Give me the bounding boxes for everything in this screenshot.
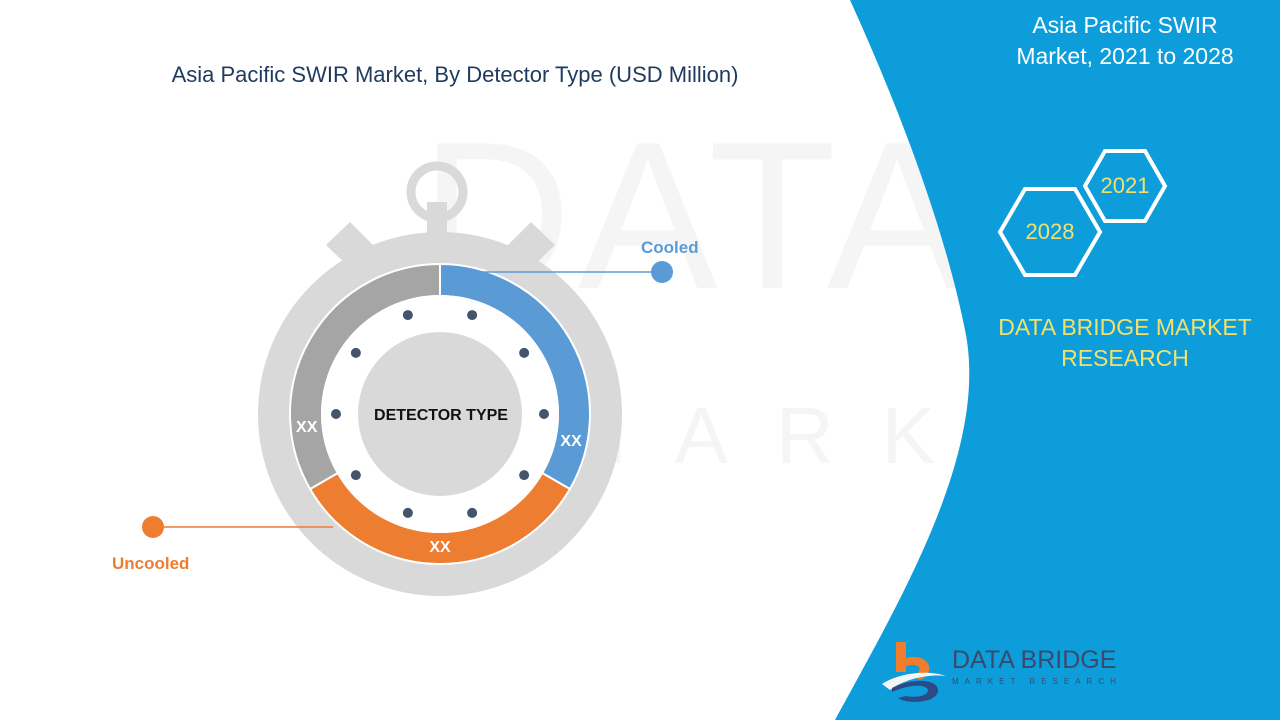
logo-name: DATA BRIDGE (952, 646, 1117, 674)
panel-title-line1: Asia Pacific SWIR (1032, 12, 1218, 38)
dial-tick-dot (519, 347, 530, 358)
year-start: 2021 (1100, 173, 1150, 198)
dial-tick-dot (402, 310, 413, 321)
dial-tick-dot (467, 310, 478, 321)
dial-tick-dot (350, 347, 361, 358)
legend-uncooled: Uncooled (112, 554, 190, 573)
dial-tick-dot (350, 470, 361, 481)
hexagon-2028 (997, 187, 1103, 277)
logo-subtitle: MARKET RESEARCH (952, 677, 1122, 686)
dial-tick-dot (467, 507, 478, 518)
brand-line1: DATA BRIDGE MARKET (998, 314, 1252, 340)
center-disc (358, 332, 522, 496)
legend-cooled: Cooled (641, 238, 699, 257)
dial-tick-dot (402, 507, 413, 518)
chart-title: Asia Pacific SWIR Market, By Detector Ty… (171, 62, 739, 87)
segment-value-label: XX (296, 419, 318, 436)
hexagon-2021 (1082, 149, 1168, 223)
dial-tick-dot (519, 470, 530, 481)
segment-value-label: XX (560, 433, 582, 450)
brand-text: DATA BRIDGE MARKET RESEARCH (985, 312, 1265, 374)
uncooled-marker (142, 516, 164, 538)
cooled-marker (651, 261, 673, 283)
year-end: 2028 (1025, 219, 1075, 244)
brand-line2: RESEARCH (1061, 345, 1189, 371)
dial-tick-dot (539, 409, 549, 419)
center-label: DETECTOR TYPE (374, 407, 508, 424)
segment-value-label: XX (429, 539, 451, 556)
logo-icon (882, 642, 946, 702)
panel-title-line2: Market, 2021 to 2028 (1016, 43, 1234, 69)
dial-tick-dot (331, 409, 341, 419)
panel-title: Asia Pacific SWIR Market, 2021 to 2028 (960, 10, 1280, 72)
